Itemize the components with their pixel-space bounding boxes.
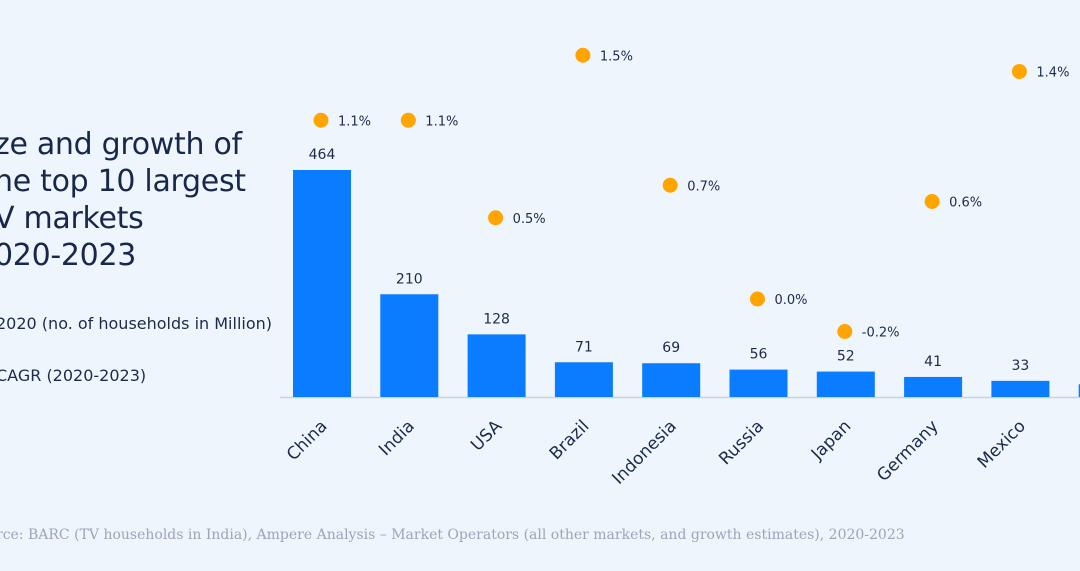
category-label: USA — [467, 416, 506, 455]
bar-value-label: 56 — [750, 347, 768, 363]
category-label: Japan — [807, 416, 855, 464]
title-line: V markets — [0, 201, 144, 236]
cagr-dot-china — [313, 112, 329, 128]
bar-value-label: 210 — [396, 271, 423, 287]
category-labels-group: China India USA Brazil Indonesia Russia Japan G… — [283, 416, 1030, 489]
cagr-dot-mexico — [1011, 64, 1027, 79]
cagr-value-label: 0.5% — [513, 212, 546, 227]
cagr-value-label: 0.6% — [949, 196, 982, 211]
bar-usa — [467, 334, 526, 397]
bar-value-label: 33 — [1011, 358, 1029, 374]
bar-brazil — [554, 362, 613, 397]
cagr-dot-russia — [750, 291, 765, 307]
cagr-value-label: 1.1% — [425, 114, 458, 129]
cagr-value-label: 1.1% — [338, 114, 371, 129]
bars-group: 464 210 128 71 69 56 52 41 33 — [293, 147, 1080, 397]
category-label: Mexico — [974, 416, 1030, 472]
chart-title: ze and growth of he top 10 largest V mar… — [0, 126, 294, 274]
cagr-dot-india — [400, 112, 416, 128]
legend-bars-label: 2020 (no. of households in Million) — [0, 314, 273, 333]
cagr-value-label: 0.7% — [687, 179, 720, 194]
bar-value-label: 41 — [924, 354, 942, 370]
legend-cagr-label: CAGR (2020-2023) — [0, 366, 147, 385]
bar-germany — [904, 376, 963, 397]
category-label: China — [283, 416, 331, 464]
bar-india — [380, 294, 439, 397]
category-label: Germany — [873, 416, 942, 485]
bar-russia — [729, 369, 788, 397]
cagr-value-label: 0.0% — [775, 293, 808, 308]
title-line: ze and growth of — [0, 127, 242, 162]
bar-value-label: 69 — [662, 340, 680, 356]
category-label: India — [375, 416, 419, 460]
cagr-dot-germany — [924, 194, 940, 209]
title-line: 020-2023 — [0, 238, 137, 273]
cagr-dot-japan — [837, 324, 853, 339]
source-note: rce: BARC (TV households in India), Ampe… — [0, 527, 905, 543]
cagr-dots-group: 1.1% 1.1% 0.5% 1.5% 0.7% 0.0% -0.2% 0.6% 1.4% — [313, 47, 1069, 341]
bar-japan — [816, 371, 875, 397]
cagr-dot-usa — [488, 210, 504, 226]
category-label: Indonesia — [608, 416, 680, 488]
bar-mexico — [991, 380, 1050, 397]
bar-fra — [1078, 384, 1080, 397]
cagr-value-label: 1.4% — [1036, 66, 1069, 81]
cagr-dot-indonesia — [662, 177, 678, 193]
bar-value-label: 464 — [309, 147, 336, 163]
cagr-value-label: 1.5% — [600, 49, 633, 64]
bar-value-label: 71 — [575, 339, 593, 355]
category-label: Russia — [715, 416, 768, 469]
bar-value-label: 128 — [483, 311, 510, 327]
cagr-dot-brazil — [575, 47, 591, 63]
bar-indonesia — [642, 363, 701, 397]
bar-value-label: 52 — [837, 349, 855, 365]
cagr-value-label: -0.2% — [862, 326, 900, 341]
category-label: Brazil — [546, 416, 594, 464]
bar-china — [293, 170, 351, 397]
title-line: he top 10 largest — [0, 164, 246, 199]
